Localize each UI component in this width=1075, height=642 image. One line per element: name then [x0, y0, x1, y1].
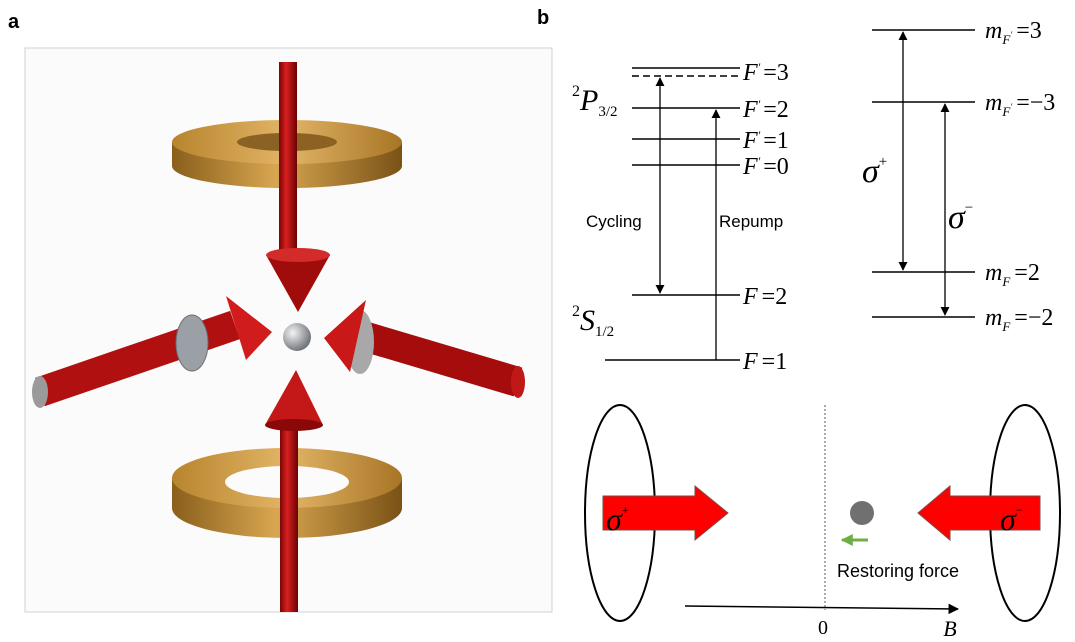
symbol: F: [742, 128, 758, 154]
value: =2: [762, 284, 788, 310]
beam-shaft: [280, 405, 298, 612]
level-label: mF'=3: [985, 18, 1042, 47]
symbol: F: [742, 284, 758, 310]
beam-shaft: [279, 62, 297, 258]
beam-cone-base: [266, 248, 330, 262]
symbol: σ: [1000, 501, 1017, 537]
superscript: 2: [572, 83, 580, 100]
symbol: σ: [606, 501, 623, 537]
beam-end: [32, 376, 48, 408]
symbol: σ: [948, 199, 966, 236]
term-label: 2P3/2: [572, 83, 618, 120]
level-label: F=2: [742, 284, 787, 310]
level-label: F=1: [742, 349, 787, 375]
value: =3: [763, 60, 789, 86]
value: =3: [1016, 18, 1042, 44]
annotation: Restoring force: [837, 561, 959, 581]
symbol: m: [985, 305, 1002, 331]
axis-origin: 0: [818, 617, 828, 639]
letter: P: [579, 84, 598, 117]
prime: ': [1010, 102, 1013, 112]
symbol: F: [742, 60, 758, 86]
waveplate: [176, 315, 208, 371]
symbol: m: [985, 90, 1002, 116]
prime: ': [758, 97, 761, 111]
figure: a b F'=3 F'=2 F'=1 F'=0 F=2 F=1 2P3/2 2S…: [0, 0, 1075, 642]
subscript: 3/2: [598, 104, 617, 120]
symbol: σ: [862, 153, 880, 190]
superscript: +: [622, 503, 629, 517]
value: =2: [763, 97, 789, 123]
subscript: F: [1001, 319, 1011, 334]
value: =−2: [1014, 305, 1053, 331]
prime: ': [758, 60, 761, 74]
value: =2: [1014, 260, 1040, 286]
level-label: mF=−2: [985, 305, 1053, 334]
transition-label: σ−: [948, 199, 973, 236]
beam-cone-base: [265, 419, 323, 431]
level-label: F'=2: [742, 97, 789, 123]
zeeman-labels: mF'=3 mF'=−3 mF=2 mF=−2: [985, 18, 1055, 334]
axis-label: B: [943, 616, 956, 641]
level-label: F'=1: [742, 128, 789, 154]
superscript: 2: [572, 303, 580, 320]
letter: S: [580, 304, 595, 337]
term-label: 2S1/2: [572, 303, 614, 340]
level-label: mF'=−3: [985, 90, 1055, 119]
superscript: −: [965, 200, 973, 216]
atom-cloud: [283, 323, 311, 351]
field-axis: [685, 606, 958, 609]
level-label: F'=3: [742, 60, 789, 86]
superscript: +: [879, 154, 887, 170]
value: =1: [763, 128, 789, 154]
value: =0: [763, 154, 789, 180]
transition-label: Repump: [719, 212, 783, 231]
level-label: mF=2: [985, 260, 1040, 289]
beam-end: [511, 366, 525, 398]
panel-label: b: [537, 7, 549, 29]
value: =−3: [1016, 90, 1055, 116]
prime: ': [758, 154, 761, 168]
prime: ': [1010, 30, 1013, 40]
transition-label: Cycling: [586, 212, 642, 231]
symbol: F: [742, 349, 758, 375]
prime: ': [758, 128, 761, 142]
level-label: F'=0: [742, 154, 789, 180]
page: a b F'=3 F'=2 F'=1 F'=0 F=2 F=1 2P3/2 2S…: [0, 0, 1075, 642]
panel-label: a: [8, 11, 20, 33]
value: =1: [762, 349, 788, 375]
atom: [850, 501, 874, 525]
subscript: F: [1001, 274, 1011, 289]
symbol: m: [985, 260, 1002, 286]
symbol: F: [742, 97, 758, 123]
symbol: m: [985, 18, 1002, 44]
subscript: 1/2: [595, 324, 614, 340]
transition-label: σ+: [862, 153, 887, 190]
superscript: −: [1016, 503, 1023, 517]
symbol: F: [742, 154, 758, 180]
